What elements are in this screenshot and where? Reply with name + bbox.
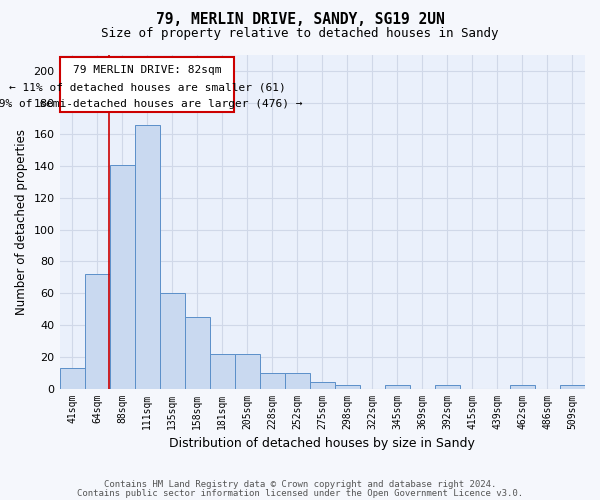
Bar: [160, 294, 185, 388]
Bar: [560, 386, 585, 388]
Y-axis label: Number of detached properties: Number of detached properties: [15, 129, 28, 315]
Bar: [110, 164, 134, 388]
FancyBboxPatch shape: [60, 56, 234, 112]
Bar: [209, 354, 235, 388]
Text: Contains public sector information licensed under the Open Government Licence v3: Contains public sector information licen…: [77, 489, 523, 498]
Bar: [335, 386, 360, 388]
Bar: [385, 386, 410, 388]
Bar: [85, 274, 110, 388]
Text: 79 MERLIN DRIVE: 82sqm: 79 MERLIN DRIVE: 82sqm: [73, 64, 221, 74]
Bar: [134, 125, 160, 388]
Bar: [59, 368, 85, 388]
Bar: [185, 317, 209, 388]
Bar: [310, 382, 335, 388]
Text: 89% of semi-detached houses are larger (476) →: 89% of semi-detached houses are larger (…: [0, 100, 302, 110]
Bar: [285, 372, 310, 388]
Bar: [260, 372, 285, 388]
Text: 79, MERLIN DRIVE, SANDY, SG19 2UN: 79, MERLIN DRIVE, SANDY, SG19 2UN: [155, 12, 445, 28]
Text: ← 11% of detached houses are smaller (61): ← 11% of detached houses are smaller (61…: [9, 82, 286, 92]
X-axis label: Distribution of detached houses by size in Sandy: Distribution of detached houses by size …: [169, 437, 475, 450]
Bar: [435, 386, 460, 388]
Text: Contains HM Land Registry data © Crown copyright and database right 2024.: Contains HM Land Registry data © Crown c…: [104, 480, 496, 489]
Text: Size of property relative to detached houses in Sandy: Size of property relative to detached ho…: [101, 28, 499, 40]
Bar: [510, 386, 535, 388]
Bar: [235, 354, 260, 388]
